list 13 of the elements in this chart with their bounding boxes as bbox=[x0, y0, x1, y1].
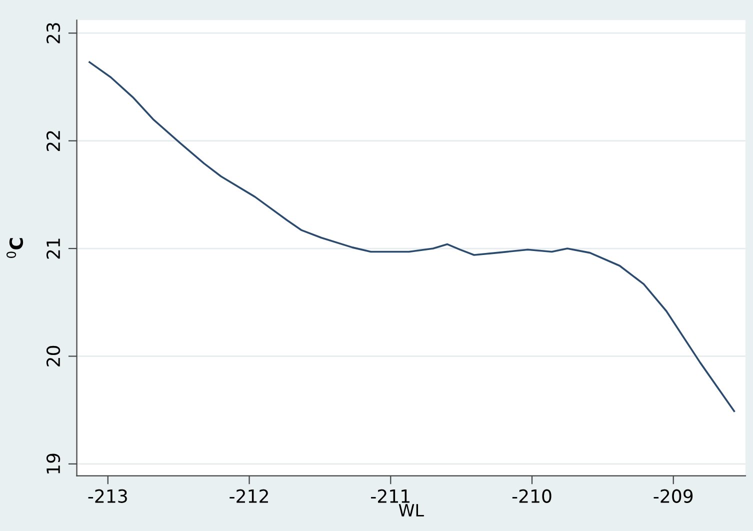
y-tick-label: 22 bbox=[46, 131, 60, 151]
y-tick-label: 20 bbox=[46, 346, 60, 366]
x-tick-label: -211 bbox=[371, 489, 410, 503]
y-tick-label: 23 bbox=[46, 23, 60, 44]
x-tick-label: -213 bbox=[88, 489, 127, 503]
y-axis-title: $^{0}$C bbox=[6, 238, 24, 258]
y-tick-label: 21 bbox=[46, 238, 60, 259]
x-tick-label: -210 bbox=[512, 489, 552, 503]
y-tick-label: 19 bbox=[46, 454, 60, 474]
x-axis-title: WL bbox=[398, 504, 424, 516]
x-tick-label: -209 bbox=[654, 489, 693, 503]
line-series bbox=[88, 61, 736, 412]
x-tick-label: -212 bbox=[230, 489, 268, 503]
